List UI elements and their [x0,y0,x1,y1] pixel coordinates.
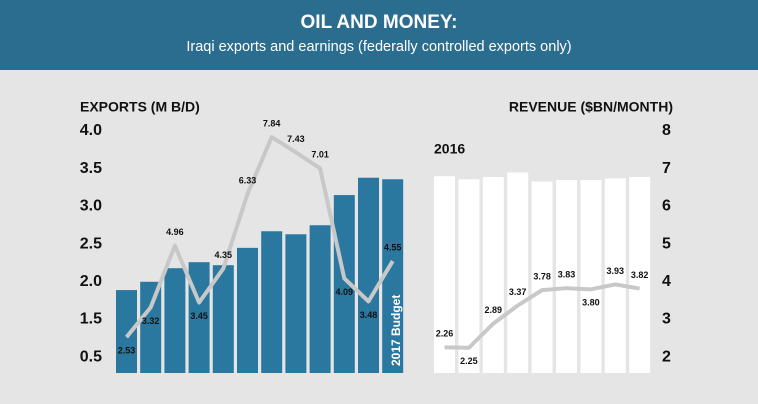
y2-tick-label: 4 [662,273,671,290]
bar [212,265,234,373]
bar [604,178,626,373]
value-label: 4.55 [384,242,402,252]
value-label: 3.82 [631,270,649,280]
value-label: 7.01 [311,150,329,160]
y-tick-label: 4.0 [80,122,102,139]
bar [358,177,379,373]
bar [434,176,455,373]
bar [285,234,307,373]
y-axis-label: EXPORTS (M B/D) [80,99,200,115]
y2-axis-label: REVENUE ($BN/MONTH) [509,99,673,115]
value-label: 3.83 [558,270,576,280]
y2-tick-label: 6 [662,198,671,215]
bar [580,180,602,373]
value-label: 6.33 [239,175,257,185]
bar [309,225,331,373]
revenue-line [124,135,395,339]
header-band [0,0,758,70]
bar [164,268,186,373]
revenue-line [444,282,641,350]
panel-title: 2016 [434,141,465,157]
y-tick-label: 2.5 [80,235,102,252]
value-label: 7.43 [287,134,305,144]
y2-tick-label: 7 [662,160,671,177]
value-label: 3.80 [582,298,600,308]
value-label: 3.48 [360,310,378,320]
value-label: 3.93 [607,266,625,276]
y2-tick-label: 2 [662,348,671,365]
bar [333,195,355,373]
y2-tick-label: 3 [662,311,671,328]
bar [629,176,651,373]
bar [116,290,137,373]
value-label: 4.35 [215,250,233,260]
bar [458,179,480,373]
value-label: 2.26 [436,329,454,339]
bar [507,172,529,373]
value-label: 3.78 [533,271,551,281]
y-tick-label: 3.5 [80,160,102,177]
value-label: 2.89 [485,305,503,315]
value-label: 7.84 [263,118,281,128]
bar [482,176,504,373]
bar [237,247,258,373]
bar [531,181,553,373]
bar [140,281,162,373]
value-label: 2.25 [460,356,478,366]
bar [556,180,577,373]
category-label: 2017 Budget [389,295,403,366]
value-label: 3.37 [509,287,527,297]
bar [382,179,404,373]
value-label: 2.53 [118,346,136,356]
chart-title: OIL AND MONEY: [301,12,458,33]
chart-subtitle: Iraqi exports and earnings (federally co… [186,39,571,55]
bar [261,231,283,373]
value-label: 3.45 [190,311,208,321]
y-tick-label: 0.5 [80,348,102,365]
value-label: 3.32 [142,316,160,326]
value-label: 4.96 [166,227,184,237]
y-tick-label: 3.0 [80,198,102,215]
y-tick-label: 2.0 [80,273,102,290]
y2-tick-label: 5 [662,235,671,252]
y-tick-label: 1.5 [80,311,102,328]
y2-tick-label: 8 [662,122,671,139]
value-label: 4.09 [336,287,354,297]
